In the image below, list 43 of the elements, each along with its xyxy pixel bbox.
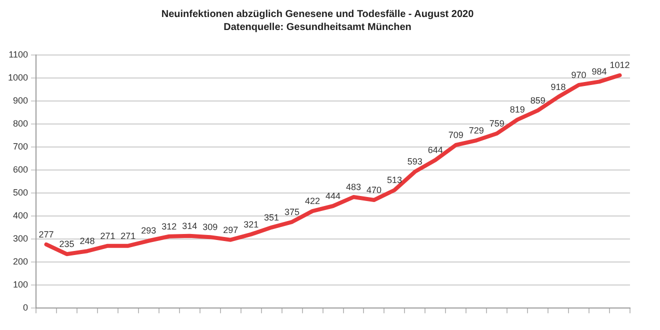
y-tick-label: 900 — [12, 96, 28, 106]
data-label: 819 — [510, 104, 525, 115]
y-tick-label: 700 — [12, 142, 28, 152]
data-label: 709 — [448, 130, 464, 140]
data-label: 513 — [386, 175, 402, 186]
chart-subtitle: Datenquelle: Gesundheitsamt München — [224, 22, 412, 33]
data-label: 277 — [38, 229, 54, 240]
data-label: 470 — [366, 185, 382, 195]
y-tick-label: 300 — [12, 234, 28, 244]
y-tick-label: 200 — [12, 256, 28, 267]
y-tick-label: 100 — [12, 280, 28, 290]
data-label: 248 — [80, 236, 95, 246]
y-tick-label: 800 — [12, 118, 28, 129]
data-label: 314 — [182, 220, 198, 231]
data-label: 444 — [325, 190, 341, 201]
data-label: 984 — [592, 66, 607, 77]
chart-title: Neuinfektionen abzüglich Genesene und Todesfälle - August 2020 — [161, 8, 474, 20]
y-tick-label: 0 — [23, 302, 28, 313]
y-tick-label: 1000 — [8, 72, 28, 83]
data-label: 483 — [346, 182, 362, 192]
data-label: 970 — [571, 70, 586, 80]
data-label: 293 — [141, 226, 156, 236]
data-label: 309 — [202, 222, 218, 232]
y-tick-label: 600 — [12, 164, 28, 175]
data-label: 644 — [428, 144, 443, 155]
y-tick-label: 400 — [12, 210, 28, 221]
data-label: 1012 — [610, 60, 630, 70]
data-label: 321 — [244, 219, 259, 230]
data-label: 271 — [120, 230, 136, 241]
data-label: 312 — [162, 221, 177, 232]
y-tick-label: 1100 — [8, 49, 28, 60]
data-label: 351 — [264, 212, 280, 222]
data-label: 422 — [305, 196, 320, 206]
data-label: 235 — [59, 239, 74, 250]
data-label: 271 — [100, 230, 116, 241]
data-label: 375 — [284, 206, 300, 217]
data-label: 918 — [550, 82, 566, 92]
data-label: 729 — [468, 125, 484, 136]
data-label: 297 — [223, 224, 238, 235]
data-label: 759 — [489, 118, 504, 128]
y-tick-label: 500 — [12, 188, 28, 198]
data-label: 593 — [407, 156, 422, 167]
data-label: 859 — [530, 95, 546, 106]
